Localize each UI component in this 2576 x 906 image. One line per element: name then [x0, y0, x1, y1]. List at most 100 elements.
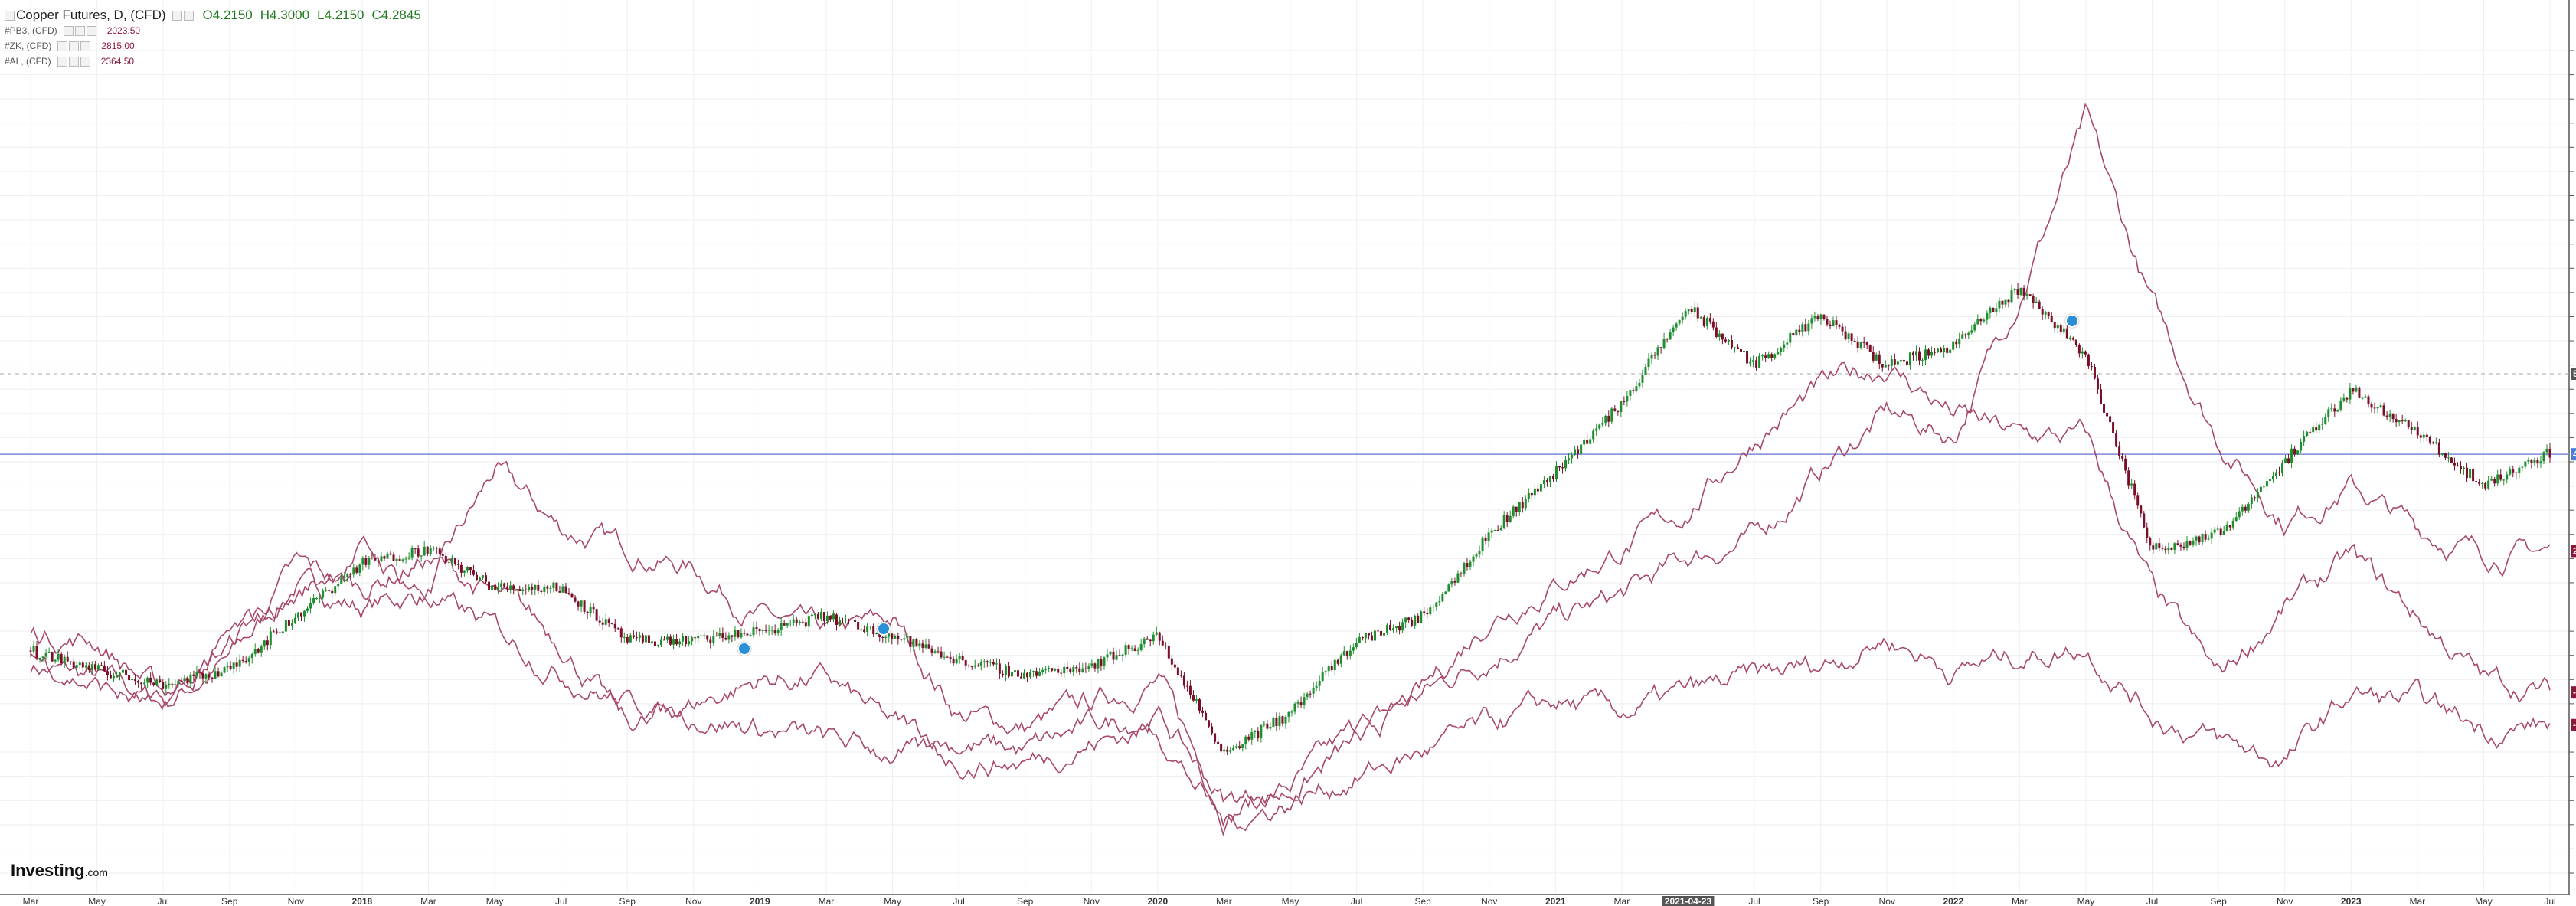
collapse-icon[interactable] — [5, 10, 15, 21]
settings-icon[interactable] — [74, 25, 85, 36]
candle-body — [2466, 467, 2469, 479]
candle-body — [607, 619, 610, 623]
candle-body — [1730, 339, 1733, 348]
close-icon[interactable] — [80, 56, 90, 67]
candle-body — [685, 636, 688, 645]
candle-body — [1607, 415, 1610, 422]
candle-body — [2234, 517, 2238, 521]
candle-body — [1970, 330, 1973, 333]
candle-body — [1856, 341, 1859, 348]
candle-body — [1743, 351, 1746, 352]
candle-body — [731, 635, 734, 637]
x-tick-label: Jul — [555, 896, 567, 906]
candle-body — [2115, 433, 2118, 447]
price-badge-label: -7.67% — [2573, 687, 2576, 698]
candle-body — [2352, 388, 2355, 392]
candle-body — [87, 665, 90, 670]
candle-body — [1859, 342, 1862, 348]
candle-body — [1656, 347, 1659, 356]
event-marker-icon[interactable] — [737, 642, 751, 656]
legend-compare-row[interactable]: #ZK, (CFD) 2815.00 — [5, 38, 421, 54]
candle-body — [281, 631, 284, 633]
legend-compare-row[interactable]: #AL, (CFD) 2364.50 — [5, 54, 421, 69]
price-badge — [2571, 545, 2576, 558]
candle-body — [1838, 325, 1841, 327]
chart-legend: Copper Futures, D, (CFD) O4.2150 H4.3000… — [5, 8, 421, 69]
candle-body — [1121, 654, 1124, 656]
eye-icon[interactable] — [57, 56, 67, 67]
eye-icon[interactable] — [63, 25, 74, 36]
legend-low: L4.2150 — [317, 8, 364, 22]
settings-icon[interactable] — [69, 41, 80, 51]
candle-body — [2358, 387, 2361, 398]
event-marker-icon[interactable] — [2065, 314, 2079, 328]
candle-body — [795, 619, 798, 623]
candle-body — [577, 601, 580, 607]
candle-body — [438, 548, 441, 554]
time-scale[interactable]: Mar May Jul Sep Nov 2018 Mar May Jul Sep Nov 2019 Ma… — [23, 896, 2556, 906]
candle-body — [2361, 397, 2364, 399]
candle-body — [2315, 427, 2318, 431]
eye-icon[interactable] — [57, 41, 68, 51]
close-icon[interactable] — [183, 10, 194, 21]
candle-body — [2321, 423, 2324, 425]
candle-body — [1417, 615, 1420, 623]
candle-body — [875, 633, 878, 635]
candle-body — [1266, 723, 1269, 729]
candle-body — [1574, 449, 1577, 455]
brand-logo: Investing.com — [11, 861, 108, 881]
candle-body — [2440, 453, 2444, 455]
candle-body — [1792, 332, 1795, 335]
candle-body — [315, 597, 319, 599]
candle-body — [32, 646, 35, 652]
price-badge-label: 21.57% — [2573, 545, 2576, 556]
event-marker-icon[interactable] — [877, 622, 891, 636]
close-icon[interactable] — [80, 41, 91, 51]
candle-body — [1093, 663, 1097, 669]
candle-body — [1708, 318, 1711, 322]
candle-body — [1911, 352, 1914, 356]
x-tick-label: Mar — [420, 896, 436, 906]
candle-body — [888, 633, 891, 637]
candle-body — [328, 590, 331, 591]
candle-body — [2010, 290, 2013, 303]
settings-icon[interactable] — [68, 56, 79, 67]
candle-body — [1481, 537, 1484, 551]
candle-body — [1862, 342, 1865, 344]
candle-body — [404, 558, 407, 560]
legend-compare-row[interactable]: #PB3, (CFD) 2023.50 — [5, 23, 421, 38]
candle-body — [1687, 309, 1690, 312]
candle-body — [198, 671, 201, 673]
settings-icon[interactable] — [172, 10, 182, 21]
candle-body — [703, 635, 706, 636]
candle-body — [1807, 323, 1810, 332]
candle-body — [1124, 645, 1127, 655]
candle-body — [1675, 323, 1678, 328]
candle-body — [2349, 388, 2352, 400]
candle-body — [1484, 537, 1487, 541]
candle-body — [2106, 412, 2109, 417]
legend-compare-label: #AL, (CFD) — [5, 56, 51, 67]
candle-body — [2198, 536, 2201, 543]
candle-body — [1512, 506, 1515, 516]
close-icon[interactable] — [86, 25, 96, 36]
price-scale[interactable]: 125.00%120.00%115.00%110.00%105.00%100.0… — [2569, 45, 2576, 878]
candle-body — [1423, 611, 1426, 613]
candle-body — [2342, 397, 2346, 401]
candle-body — [635, 637, 638, 639]
candle-body — [1816, 316, 1819, 320]
candle-body — [229, 666, 232, 669]
candle-body — [398, 558, 401, 561]
candle-body — [1411, 620, 1414, 626]
candle-body — [1493, 529, 1496, 531]
candle-body — [610, 623, 613, 624]
candle-body — [1226, 749, 1229, 752]
candle-body — [1934, 352, 1937, 353]
candle-body — [512, 585, 515, 590]
candle-body — [1272, 718, 1275, 727]
legend-compare-value: 2364.50 — [100, 56, 135, 67]
candle-body — [2318, 424, 2321, 431]
candle-body — [1998, 300, 2001, 309]
candle-body — [312, 597, 315, 603]
